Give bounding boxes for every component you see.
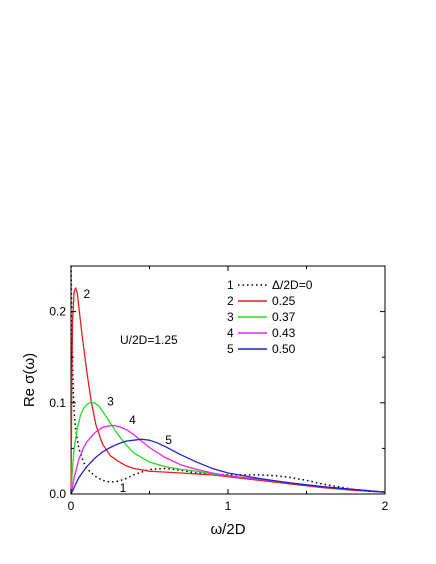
- series-line-3: [70, 402, 386, 495]
- legend-label-5: 0.50: [272, 342, 296, 356]
- legend-index-5: 5: [227, 342, 234, 356]
- curves-group: [70, 265, 386, 495]
- curve-labels-group: 1 2 3 4 5: [84, 287, 173, 495]
- legend: 1 Δ/2D=0 2 0.25 3 0.37 4 0.43 5 0.50: [227, 278, 313, 356]
- y-tick-label: 0.1: [49, 396, 66, 410]
- legend-label-4: 0.43: [272, 326, 296, 340]
- legend-label-2: 0.25: [272, 294, 296, 308]
- series-line-5: [70, 438, 386, 495]
- curve-label-3: 3: [107, 395, 114, 409]
- y-tick-label: 0.2: [49, 305, 66, 319]
- legend-label-1: Δ/2D=0: [272, 278, 313, 292]
- series-line-1: [70, 265, 386, 493]
- x-axis-title: ω/2D: [210, 521, 245, 538]
- curve-label-2: 2: [84, 287, 91, 301]
- legend-index-4: 4: [227, 326, 234, 340]
- legend-index-2: 2: [227, 294, 234, 308]
- x-tick-label: 1: [225, 499, 232, 513]
- curve-label-4: 4: [129, 413, 136, 427]
- curve-label-5: 5: [165, 433, 172, 447]
- legend-index-3: 3: [227, 310, 234, 324]
- y-axis-title: Re σ(ω): [21, 353, 38, 407]
- legend-label-3: 0.37: [272, 310, 296, 324]
- series-line-4: [70, 424, 386, 495]
- legend-index-1: 1: [227, 278, 234, 292]
- x-tick-label: 2: [382, 499, 389, 513]
- annotation-label: U/2D=1.25: [120, 333, 178, 347]
- series-line-2: [70, 287, 386, 495]
- ticks-group: 0 1 2 0.0 0.1 0.2: [49, 266, 389, 513]
- y-tick-label: 0.0: [49, 487, 66, 501]
- curve-label-1: 1: [120, 481, 127, 495]
- x-tick-label: 0: [68, 499, 75, 513]
